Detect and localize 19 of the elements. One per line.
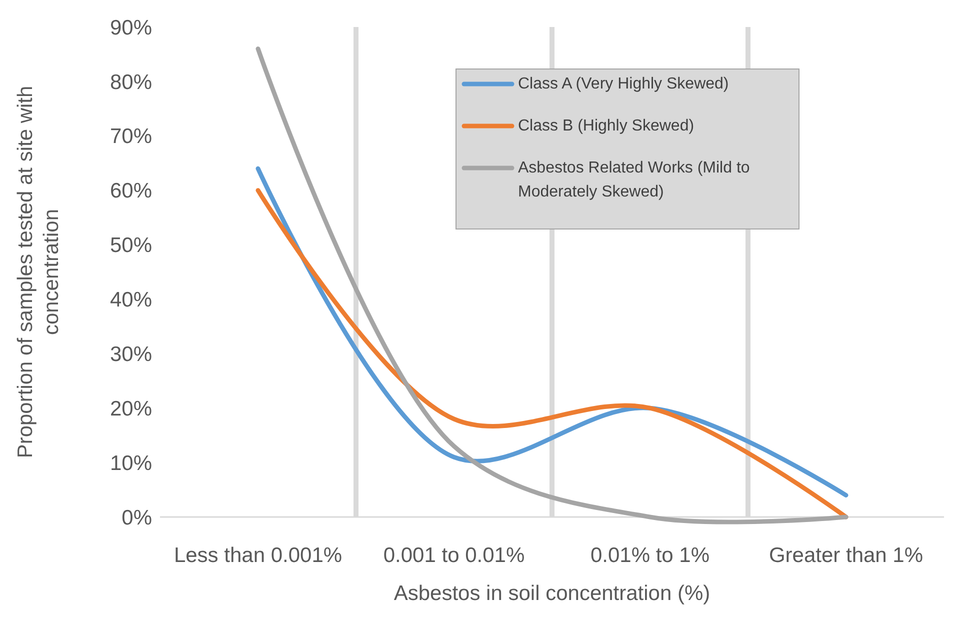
y-tick-label: 40% bbox=[110, 288, 152, 312]
y-tick-label: 0% bbox=[122, 506, 152, 530]
y-tick-label: 50% bbox=[110, 234, 152, 258]
legend-label: Asbestos Related Works (Mild to Moderately Skewed) bbox=[518, 160, 750, 201]
x-tick-label: 0.001 to 0.01% bbox=[383, 544, 525, 567]
y-tick-label: 70% bbox=[110, 125, 152, 148]
y-tick-label: 60% bbox=[110, 180, 152, 203]
legend-label: Class A (Very Highly Skewed) bbox=[518, 76, 729, 93]
y-tick-label: 20% bbox=[110, 397, 152, 420]
y-tick-label: 10% bbox=[110, 452, 152, 475]
legend-label: Class B (Highly Skewed) bbox=[518, 118, 694, 135]
x-tick-label: Less than 0.001% bbox=[174, 544, 342, 567]
y-tick-label: 80% bbox=[110, 70, 152, 94]
x-axis-title: Asbestos in soil concentration (%) bbox=[394, 582, 710, 605]
y-tick-label: 90% bbox=[110, 16, 152, 40]
x-tick-label: Greater than 1% bbox=[768, 544, 924, 567]
y-axis-title: Proportion of samples tested at site with concentration bbox=[14, 86, 63, 458]
x-tick-label: 0.01% to 1% bbox=[590, 544, 710, 567]
y-tick-label: 30% bbox=[110, 343, 152, 366]
